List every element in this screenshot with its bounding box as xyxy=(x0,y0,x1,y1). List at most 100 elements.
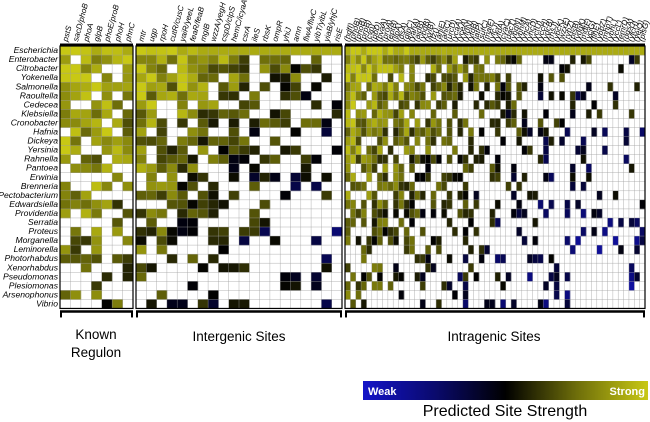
heatmap-cell xyxy=(259,217,271,228)
legend-weak-label: Weak xyxy=(368,386,397,398)
heatmap-cell xyxy=(473,73,480,83)
heatmap-cell xyxy=(409,245,415,255)
heatmap-cell xyxy=(602,46,608,56)
heatmap-cell xyxy=(382,55,389,65)
heatmap-cell xyxy=(218,263,229,273)
heatmap-cell xyxy=(60,290,71,300)
heatmap-cell xyxy=(300,64,312,74)
heatmap-cell xyxy=(371,109,378,119)
heatmap-cell xyxy=(146,136,157,146)
heatmap-cell xyxy=(430,82,437,92)
heatmap-cell xyxy=(596,208,603,219)
heatmap-cell xyxy=(521,145,528,155)
heatmap-cell xyxy=(393,136,399,146)
heatmap-cell xyxy=(505,109,512,119)
heatmap-cell xyxy=(495,46,501,56)
heatmap-cell xyxy=(228,136,240,146)
heatmap-cell xyxy=(187,227,199,237)
heatmap-cell xyxy=(355,236,362,246)
section-label: Intergenic Sites xyxy=(192,329,285,344)
heatmap-cell xyxy=(452,73,458,83)
heatmap-cell xyxy=(409,127,415,137)
heatmap-cell xyxy=(321,46,332,56)
heatmap-cell xyxy=(425,145,432,155)
heatmap-cell xyxy=(331,227,343,237)
heatmap-cell xyxy=(239,236,250,246)
heatmap-cell xyxy=(489,73,496,83)
heatmap-cell xyxy=(208,136,219,146)
heatmap-cell xyxy=(532,236,539,246)
heatmap-cell xyxy=(112,46,123,56)
heatmap-cell xyxy=(553,290,560,300)
heatmap-cell xyxy=(355,82,362,92)
heatmap-cell xyxy=(91,154,103,164)
heatmap-cell xyxy=(473,64,480,74)
heatmap-cell xyxy=(208,290,219,300)
heatmap-cell xyxy=(553,118,560,128)
heatmap-cell xyxy=(618,64,624,74)
heatmap-cell xyxy=(361,254,367,264)
heatmap-cell xyxy=(101,46,113,56)
heatmap-cell xyxy=(559,136,565,146)
heatmap-cell xyxy=(355,181,362,192)
heatmap-cell xyxy=(91,64,103,74)
heatmap-cell xyxy=(136,145,147,155)
heatmap-cell xyxy=(409,181,415,192)
heatmap-cell xyxy=(462,227,469,237)
heatmap-cell xyxy=(239,82,250,92)
heatmap-cell xyxy=(136,127,147,137)
heatmap-cell xyxy=(468,208,474,219)
heatmap-cell xyxy=(60,100,71,110)
heatmap-cell xyxy=(249,100,260,110)
heatmap-cell xyxy=(166,55,178,65)
heatmap-cell xyxy=(521,46,528,56)
organism-label: Dickeya xyxy=(27,136,58,146)
heatmap-cell xyxy=(521,236,528,246)
heatmap-cell xyxy=(527,254,533,264)
heatmap-cell xyxy=(527,127,533,137)
heatmap-cell xyxy=(543,281,549,291)
heatmap-cell xyxy=(446,73,453,83)
heatmap-cell xyxy=(345,46,351,56)
heatmap-cell xyxy=(249,227,260,237)
heatmap-cell xyxy=(166,82,178,92)
heatmap-cell xyxy=(425,245,432,255)
heatmap-cell xyxy=(80,208,92,219)
heatmap-cell xyxy=(548,55,555,65)
heatmap-cell xyxy=(505,55,512,65)
organism-label: Xenorhabdus xyxy=(6,262,59,272)
heatmap-cell xyxy=(166,154,178,164)
heatmap-cell xyxy=(446,281,453,291)
heatmap-cell xyxy=(409,55,415,65)
heatmap-cell xyxy=(300,163,312,173)
organism-label: Erwinia xyxy=(30,172,58,182)
heatmap-cell xyxy=(187,136,199,146)
heatmap-cell xyxy=(361,245,367,255)
heatmap-cell xyxy=(60,181,71,192)
heatmap-cell xyxy=(446,190,453,201)
heatmap-cell xyxy=(208,190,219,201)
heatmap-cell xyxy=(345,73,351,83)
panel-0: pstSsacD/phoBphoAglpBphoE/proBphoHphnCKn… xyxy=(59,2,137,360)
heatmap-cell xyxy=(382,64,389,74)
heatmap-cell xyxy=(156,245,168,255)
heatmap-cell xyxy=(197,118,209,128)
heatmap-cell xyxy=(218,199,229,210)
organism-label: Escherichia xyxy=(14,45,59,55)
heatmap-cell xyxy=(218,55,229,65)
heatmap-cell xyxy=(543,46,549,56)
heatmap-cell xyxy=(505,82,512,92)
heatmap-cell xyxy=(634,82,640,92)
heatmap-cell xyxy=(218,109,229,119)
legend-strong-label: Strong xyxy=(610,386,645,398)
heatmap-cell xyxy=(80,55,92,65)
heatmap-cell xyxy=(122,181,134,192)
heatmap-cell xyxy=(537,82,544,92)
heatmap-cell xyxy=(197,73,209,83)
heatmap-cell xyxy=(197,172,209,183)
heatmap-cell xyxy=(156,227,168,237)
heatmap-cell xyxy=(387,236,394,246)
heatmap-cell xyxy=(393,64,399,74)
heatmap-cell xyxy=(377,236,383,246)
heatmap-cell xyxy=(468,73,474,83)
